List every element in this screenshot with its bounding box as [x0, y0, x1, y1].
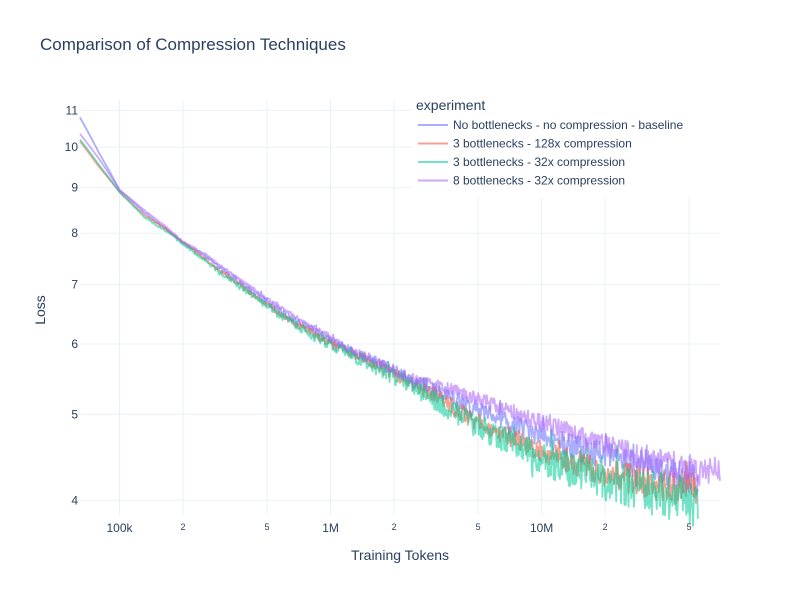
x-axis-title: Training Tokens — [351, 547, 449, 563]
legend[interactable]: experiment No bottlenecks - no compressi… — [412, 92, 724, 198]
x-tick-label: 2 — [603, 522, 608, 532]
x-tick-label: 2 — [181, 522, 186, 532]
legend-label[interactable]: 3 bottlenecks - 32x compression — [453, 155, 625, 169]
y-tick-label: 10 — [65, 140, 79, 154]
y-tick-label: 7 — [71, 278, 78, 292]
x-tick-label: 5 — [476, 522, 481, 532]
legend-label[interactable]: 3 bottlenecks - 128x compression — [453, 137, 632, 151]
legend-title: experiment — [416, 97, 485, 113]
legend-label[interactable]: No bottlenecks - no compression - baseli… — [453, 118, 683, 132]
x-tick-label: 1M — [322, 521, 339, 535]
y-tick-label: 5 — [71, 407, 78, 421]
y-tick-label: 4 — [71, 493, 78, 507]
x-tick-label: 2 — [392, 522, 397, 532]
y-tick-label: 11 — [66, 103, 79, 117]
series-layer — [79, 116, 721, 527]
legend-label[interactable]: 8 bottlenecks - 32x compression — [453, 174, 625, 188]
y-tick-label: 8 — [71, 226, 78, 240]
y-tick-label: 9 — [71, 181, 78, 195]
legend-items: No bottlenecks - no compression - baseli… — [418, 118, 683, 188]
y-axis-ticks: 4 5 6 7 8 9 10 11 — [65, 103, 79, 507]
x-axis-ticks: 100k 2 5 1M 2 5 10M 2 5 — [106, 521, 691, 535]
legend-background — [412, 92, 724, 198]
series-line[interactable] — [79, 133, 721, 487]
x-tick-label: 5 — [265, 522, 270, 532]
y-axis-title: Loss — [32, 295, 48, 325]
chart-title: Comparison of Compression Techniques — [40, 35, 346, 54]
x-tick-label: 5 — [687, 522, 692, 532]
y-tick-label: 6 — [71, 337, 78, 351]
series-line[interactable] — [79, 138, 699, 527]
x-tick-label: 100k — [106, 521, 133, 535]
x-tick-label: 10M — [530, 521, 553, 535]
